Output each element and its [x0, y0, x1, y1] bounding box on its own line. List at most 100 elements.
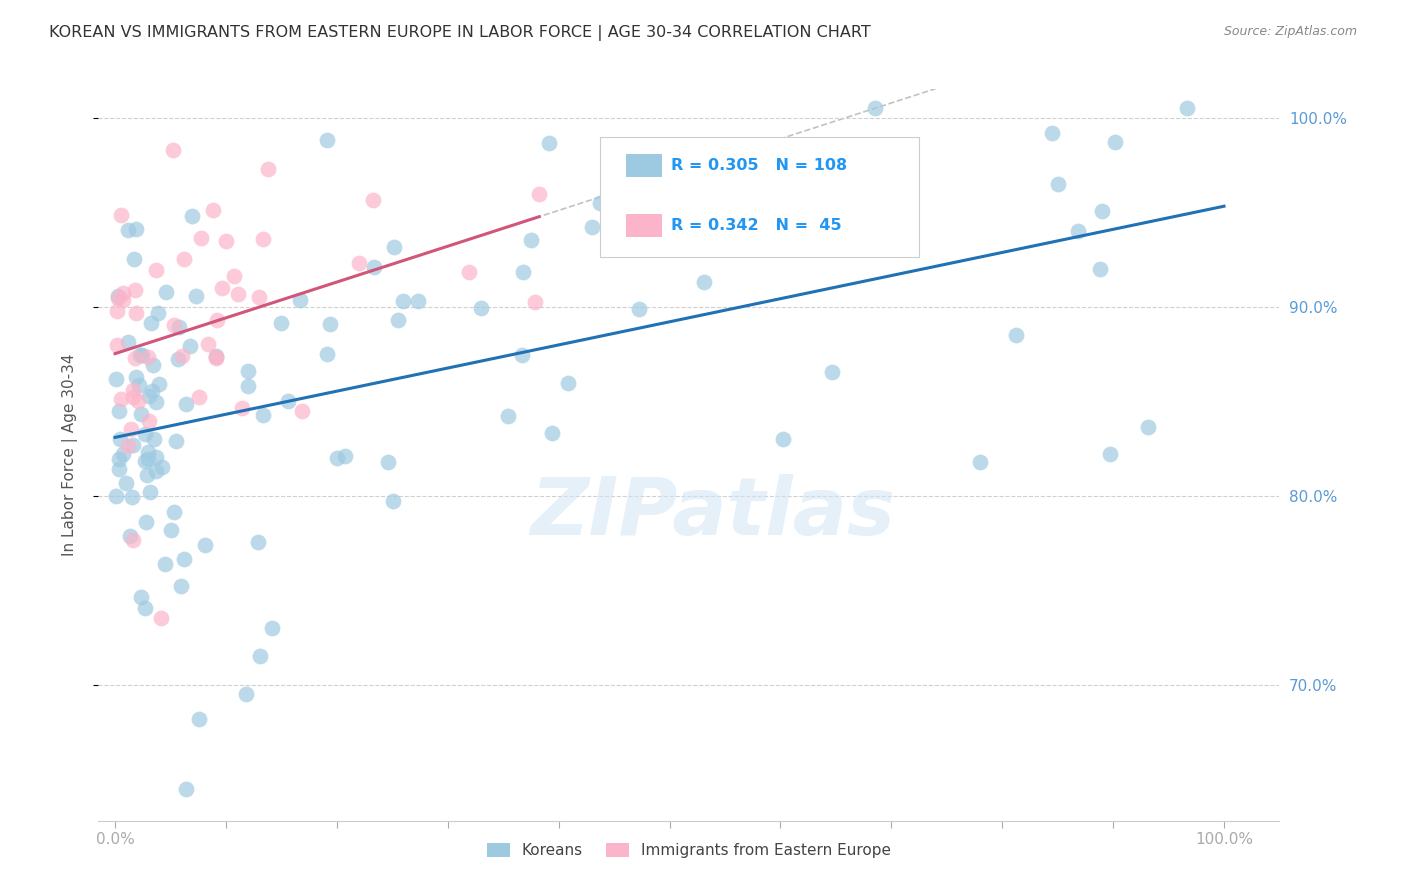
- Point: [1137, 420, 1160, 434]
- Point: [121, 390, 143, 404]
- Point: [772, 432, 794, 446]
- Point: [326, 450, 349, 465]
- Point: [124, 222, 146, 236]
- Point: [160, 523, 183, 537]
- Point: [527, 186, 550, 201]
- Point: [108, 451, 131, 466]
- Point: [190, 231, 212, 245]
- Legend: Koreans, Immigrants from Eastern Europe: Koreans, Immigrants from Eastern Europe: [481, 837, 897, 864]
- Point: [118, 529, 141, 543]
- Point: [170, 579, 193, 593]
- Point: [176, 397, 198, 411]
- Point: [107, 292, 129, 306]
- Point: [110, 432, 132, 446]
- Point: [235, 687, 257, 701]
- Point: [134, 453, 156, 467]
- Point: [693, 275, 716, 289]
- Point: [510, 348, 533, 362]
- Point: [524, 295, 547, 310]
- Point: [136, 351, 159, 365]
- Point: [347, 256, 370, 270]
- Point: [201, 202, 224, 217]
- Point: [125, 370, 148, 384]
- Point: [226, 287, 249, 301]
- Point: [145, 395, 167, 409]
- Point: [165, 434, 187, 448]
- Point: [315, 132, 337, 146]
- Point: [186, 289, 208, 303]
- Point: [260, 621, 283, 635]
- Point: [115, 475, 138, 490]
- Point: [170, 349, 193, 363]
- Point: [215, 234, 238, 248]
- Point: [181, 209, 204, 223]
- Point: [496, 409, 519, 423]
- Point: [1104, 136, 1126, 150]
- Point: [129, 590, 152, 604]
- Text: R = 0.305   N = 108: R = 0.305 N = 108: [671, 158, 848, 173]
- Point: [1098, 447, 1121, 461]
- Point: [167, 352, 190, 367]
- Point: [105, 372, 128, 386]
- Point: [205, 349, 228, 363]
- Point: [1047, 177, 1070, 191]
- Point: [231, 401, 253, 415]
- Point: [145, 450, 167, 464]
- Point: [537, 136, 560, 151]
- Point: [122, 252, 145, 266]
- Point: [377, 455, 399, 469]
- Point: [1175, 101, 1198, 115]
- Point: [194, 538, 217, 552]
- Point: [153, 557, 176, 571]
- Point: [163, 505, 186, 519]
- Point: [1088, 262, 1111, 277]
- Point: [146, 306, 169, 320]
- Point: [246, 534, 269, 549]
- Point: [249, 649, 271, 664]
- Point: [121, 491, 143, 505]
- Point: [142, 433, 165, 447]
- Point: [108, 404, 131, 418]
- Point: [167, 320, 190, 334]
- Text: R = 0.342   N =  45: R = 0.342 N = 45: [671, 218, 842, 233]
- Point: [155, 285, 177, 299]
- Point: [131, 348, 153, 362]
- Point: [238, 364, 260, 378]
- Point: [277, 394, 299, 409]
- Point: [589, 195, 612, 210]
- Point: [127, 394, 149, 409]
- Point: [821, 365, 844, 379]
- Point: [333, 449, 356, 463]
- Point: [291, 404, 314, 418]
- Point: [129, 407, 152, 421]
- Point: [222, 269, 245, 284]
- FancyBboxPatch shape: [600, 136, 920, 258]
- Point: [290, 293, 312, 307]
- Point: [117, 335, 139, 350]
- Point: [197, 336, 219, 351]
- Point: [108, 462, 131, 476]
- Point: [105, 304, 128, 318]
- Point: [107, 289, 129, 303]
- Point: [173, 252, 195, 267]
- Point: [270, 316, 292, 330]
- Point: [124, 351, 146, 365]
- Point: [148, 376, 170, 391]
- Point: [893, 193, 915, 207]
- Point: [392, 293, 415, 308]
- Point: [173, 551, 195, 566]
- Point: [382, 240, 405, 254]
- Point: [1005, 327, 1028, 342]
- Point: [205, 350, 228, 364]
- Point: [138, 388, 160, 402]
- Point: [162, 143, 184, 157]
- Point: [122, 533, 145, 548]
- Y-axis label: In Labor Force | Age 30-34: In Labor Force | Age 30-34: [62, 353, 77, 557]
- Point: [145, 263, 167, 277]
- Point: [387, 312, 409, 326]
- Point: [124, 283, 146, 297]
- Point: [316, 347, 339, 361]
- Point: [128, 377, 150, 392]
- FancyBboxPatch shape: [626, 153, 662, 177]
- Point: [188, 712, 211, 726]
